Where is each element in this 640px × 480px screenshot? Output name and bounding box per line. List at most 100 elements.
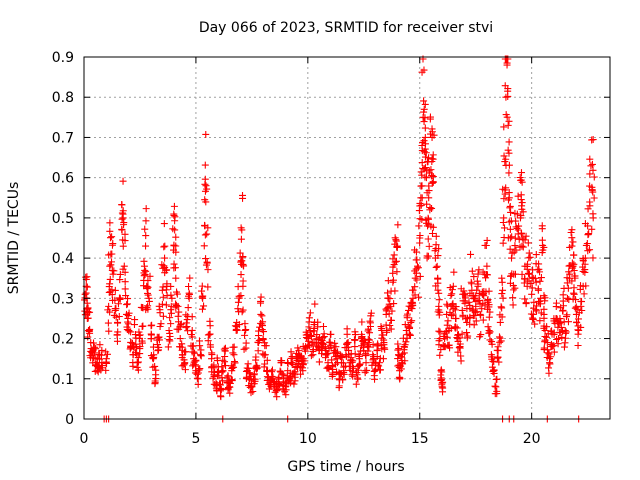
data-point (177, 320, 185, 328)
x-tick-label: 10 (299, 431, 317, 447)
chart-title: Day 066 of 2023, SRMTID for receiver stv… (199, 20, 493, 36)
data-point (120, 221, 128, 229)
data-point (105, 327, 113, 335)
data-point (200, 302, 208, 310)
data-point (588, 160, 596, 168)
data-point (465, 298, 473, 306)
data-point (388, 307, 396, 315)
data-point (194, 380, 202, 388)
data-point (537, 274, 545, 282)
data-point (505, 117, 513, 125)
data-point (226, 389, 234, 397)
data-point (428, 128, 436, 136)
data-point (498, 313, 506, 321)
data-point (120, 262, 128, 270)
data-point (449, 300, 457, 308)
data-point (458, 330, 466, 338)
y-tick-label: 0 (65, 412, 74, 428)
data-point (541, 297, 549, 305)
data-point (546, 360, 554, 368)
data-point (583, 239, 591, 247)
data-point (407, 318, 415, 326)
data-point (386, 295, 394, 303)
data-point (108, 258, 116, 266)
data-point (512, 246, 520, 254)
data-point (448, 301, 456, 309)
y-tick-label: 0.2 (52, 332, 74, 348)
data-point (147, 322, 155, 330)
data-point (228, 377, 236, 385)
data-point (488, 353, 496, 361)
data-point (114, 328, 122, 336)
data-points (81, 55, 598, 423)
data-point (355, 351, 363, 359)
data-point (176, 335, 184, 343)
data-point (484, 323, 492, 331)
data-point (500, 195, 508, 203)
data-point (253, 361, 261, 369)
data-point (519, 208, 527, 216)
data-point (532, 251, 540, 259)
data-point (290, 369, 298, 377)
data-point (142, 217, 150, 225)
data-point (305, 337, 313, 345)
data-point (234, 305, 242, 313)
data-point (210, 372, 218, 380)
data-point (273, 393, 281, 401)
data-point (144, 305, 152, 313)
data-point (114, 319, 122, 327)
data-point (567, 228, 575, 236)
data-point (171, 217, 179, 225)
data-point (403, 310, 411, 318)
data-point (466, 314, 474, 322)
data-point (586, 170, 594, 178)
data-point (114, 300, 122, 308)
data-point (455, 344, 463, 352)
data-point (184, 304, 192, 312)
data-point (421, 164, 429, 172)
data-point (498, 274, 506, 282)
data-point (219, 367, 227, 375)
data-point (108, 250, 116, 258)
data-point (421, 133, 429, 141)
data-point (364, 335, 372, 343)
data-point (448, 286, 456, 294)
data-point (241, 331, 249, 339)
data-point (83, 283, 91, 291)
x-axis-label: GPS time / hours (287, 459, 404, 475)
data-point (483, 236, 491, 244)
data-point (154, 341, 162, 349)
data-point (456, 334, 464, 342)
data-point (335, 382, 343, 390)
data-point (543, 333, 551, 341)
data-point (557, 323, 565, 331)
data-point (508, 254, 516, 262)
data-point (543, 323, 551, 331)
data-point (439, 378, 447, 386)
data-point (310, 325, 318, 333)
data-point (311, 300, 319, 308)
data-point (112, 313, 120, 321)
data-point (287, 348, 295, 356)
data-point (188, 326, 196, 334)
data-point (167, 309, 175, 317)
data-point (421, 140, 429, 148)
data-point (323, 364, 331, 372)
data-point (449, 310, 457, 318)
data-point (175, 308, 183, 316)
data-point (365, 336, 373, 344)
data-point (422, 149, 430, 157)
data-point (188, 313, 196, 321)
data-point (532, 307, 540, 315)
data-point (505, 189, 513, 197)
data-point (568, 259, 576, 267)
data-point (294, 344, 302, 352)
data-point (131, 316, 139, 324)
data-point (536, 277, 544, 285)
data-point (458, 306, 466, 314)
data-point (461, 294, 469, 302)
data-point (121, 285, 129, 293)
data-point (138, 339, 146, 347)
data-point (409, 286, 417, 294)
